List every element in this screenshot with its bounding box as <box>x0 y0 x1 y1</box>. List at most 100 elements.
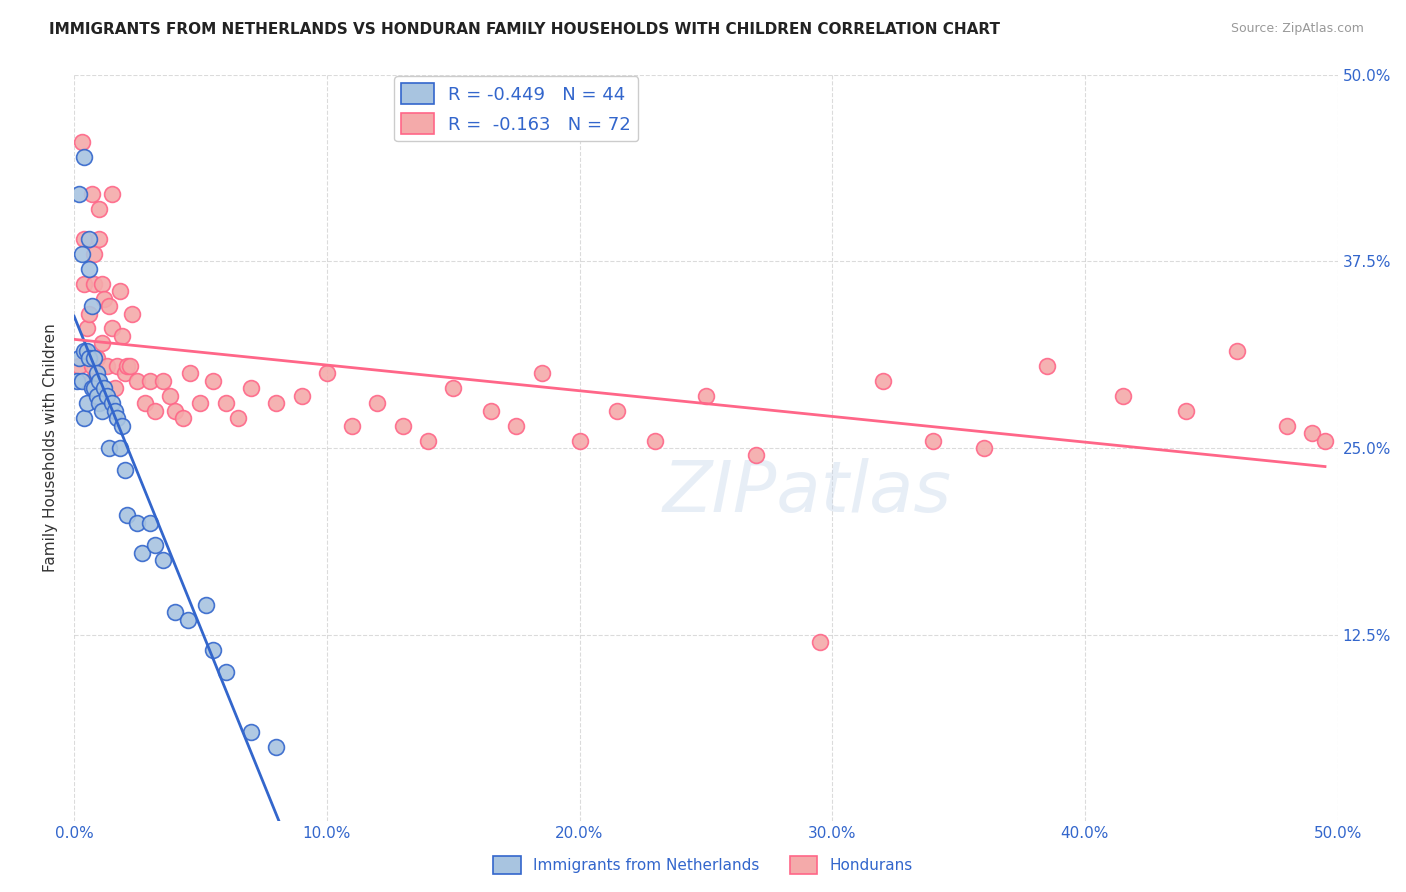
Point <box>165 605 187 619</box>
Point <box>315 366 337 380</box>
Point <box>264 396 287 410</box>
Point <box>111 329 134 343</box>
Point <box>101 396 124 410</box>
Point <box>152 553 174 567</box>
Point <box>143 538 166 552</box>
Point <box>67 187 90 202</box>
Point <box>139 516 162 530</box>
Point <box>80 381 103 395</box>
Point <box>96 389 118 403</box>
Point <box>77 307 100 321</box>
Point <box>93 292 115 306</box>
Point <box>1275 418 1298 433</box>
Point <box>745 449 768 463</box>
Point <box>152 374 174 388</box>
Point <box>159 389 181 403</box>
Point <box>131 545 153 559</box>
Text: Source: ZipAtlas.com: Source: ZipAtlas.com <box>1230 22 1364 36</box>
Point <box>83 247 105 261</box>
Point <box>98 441 121 455</box>
Point <box>73 150 96 164</box>
Y-axis label: Family Households with Children: Family Households with Children <box>44 324 58 573</box>
Point <box>70 374 93 388</box>
Point <box>73 411 96 425</box>
Point <box>90 403 112 417</box>
Point <box>77 232 100 246</box>
Point <box>190 396 212 410</box>
Point <box>80 299 103 313</box>
Point <box>73 277 96 291</box>
Point <box>172 411 194 425</box>
Point <box>83 277 105 291</box>
Legend: R = -0.449   N = 44, R =  -0.163   N = 72: R = -0.449 N = 44, R = -0.163 N = 72 <box>394 76 638 141</box>
Point <box>83 351 105 366</box>
Point <box>139 374 162 388</box>
Point <box>240 724 263 739</box>
Point <box>479 403 502 417</box>
Point <box>530 366 553 380</box>
Point <box>73 232 96 246</box>
Point <box>86 351 108 366</box>
Point <box>240 381 263 395</box>
Point <box>90 336 112 351</box>
Point <box>606 403 628 417</box>
Point <box>70 247 93 261</box>
Point <box>77 261 100 276</box>
Point <box>264 739 287 754</box>
Point <box>441 381 464 395</box>
Point <box>922 434 945 448</box>
Point <box>115 359 138 373</box>
Point <box>96 359 118 373</box>
Point <box>202 374 225 388</box>
Point <box>86 374 108 388</box>
Point <box>108 441 131 455</box>
Point <box>73 343 96 358</box>
Point <box>67 351 90 366</box>
Point <box>118 359 141 373</box>
Point <box>105 359 128 373</box>
Point <box>86 389 108 403</box>
Point <box>108 284 131 298</box>
Point <box>228 411 250 425</box>
Point <box>114 463 136 477</box>
Point <box>1175 403 1198 417</box>
Point <box>89 396 111 410</box>
Point <box>143 403 166 417</box>
Point <box>1036 359 1059 373</box>
Point <box>1313 434 1336 448</box>
Point <box>101 321 124 335</box>
Point <box>568 434 591 448</box>
Point <box>115 508 138 523</box>
Point <box>90 277 112 291</box>
Point <box>89 232 111 246</box>
Point <box>83 381 105 395</box>
Point <box>973 441 995 455</box>
Point <box>114 366 136 380</box>
Point <box>98 299 121 313</box>
Point <box>695 389 717 403</box>
Point <box>80 187 103 202</box>
Point <box>808 635 831 649</box>
Point <box>86 366 108 380</box>
Point <box>127 516 149 530</box>
Point <box>127 374 149 388</box>
Point <box>391 418 413 433</box>
Point <box>177 613 200 627</box>
Point <box>340 418 363 433</box>
Legend: Immigrants from Netherlands, Hondurans: Immigrants from Netherlands, Hondurans <box>486 850 920 880</box>
Point <box>121 307 143 321</box>
Point <box>77 351 100 366</box>
Point <box>290 389 312 403</box>
Text: ZIPatlas: ZIPatlas <box>662 458 952 527</box>
Point <box>505 418 527 433</box>
Text: IMMIGRANTS FROM NETHERLANDS VS HONDURAN FAMILY HOUSEHOLDS WITH CHILDREN CORRELAT: IMMIGRANTS FROM NETHERLANDS VS HONDURAN … <box>49 22 1000 37</box>
Point <box>215 396 238 410</box>
Point <box>76 396 98 410</box>
Point <box>1112 389 1135 403</box>
Point <box>134 396 156 410</box>
Point <box>1301 425 1323 440</box>
Point <box>93 381 115 395</box>
Point <box>111 418 134 433</box>
Point <box>76 343 98 358</box>
Point <box>80 374 103 388</box>
